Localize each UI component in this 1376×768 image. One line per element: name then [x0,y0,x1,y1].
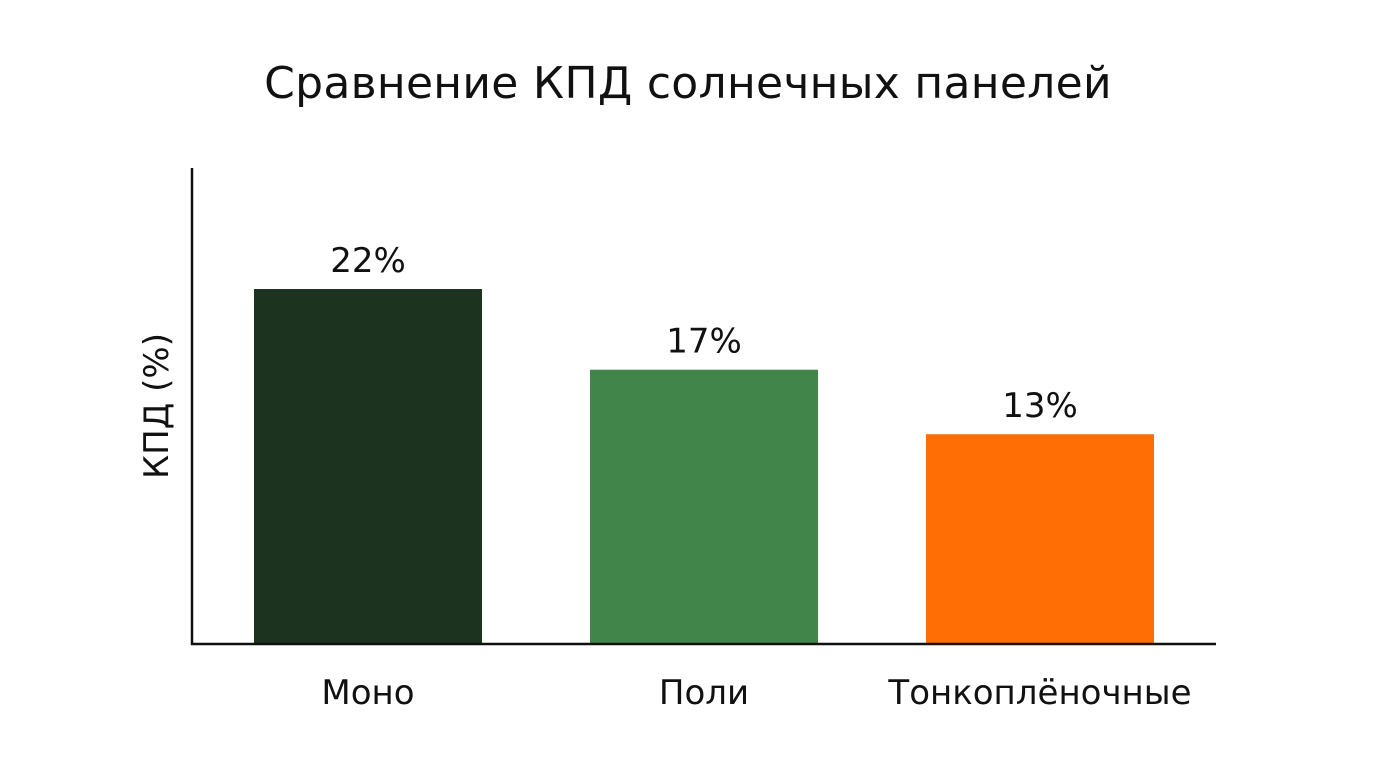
bar-1 [590,369,818,644]
x-tick-label-0: Моно [321,673,414,713]
chart-title: Сравнение КПД солнечных панелей [264,58,1112,109]
y-axis-label: КПД (%) [137,333,177,479]
bar-value-label-0: 22% [330,241,406,281]
bar-value-label-1: 17% [666,322,742,362]
value-labels-layer: 22% 17% 13% [330,241,1078,426]
x-tick-labels: Моно Поли Тонкоплёночные [321,673,1191,713]
x-tick-label-1: Поли [659,673,749,713]
bars-layer [254,289,1154,644]
bar-value-label-2: 13% [1002,386,1078,426]
bar-0 [254,289,482,644]
bar-2 [926,434,1154,644]
x-tick-label-2: Тонкоплёночные [887,673,1191,713]
